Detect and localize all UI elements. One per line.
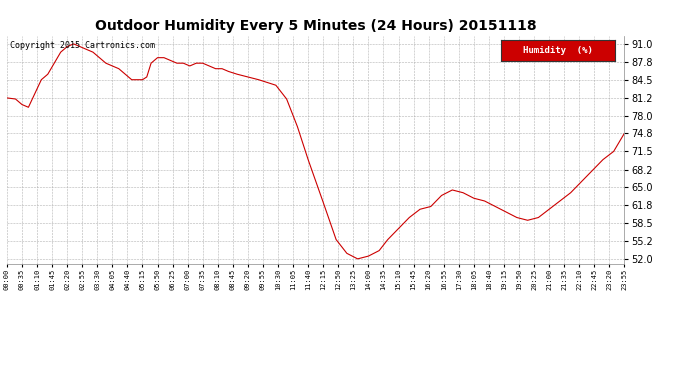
Title: Outdoor Humidity Every 5 Minutes (24 Hours) 20151118: Outdoor Humidity Every 5 Minutes (24 Hou… xyxy=(95,19,537,33)
Text: Copyright 2015 Cartronics.com: Copyright 2015 Cartronics.com xyxy=(10,41,155,50)
